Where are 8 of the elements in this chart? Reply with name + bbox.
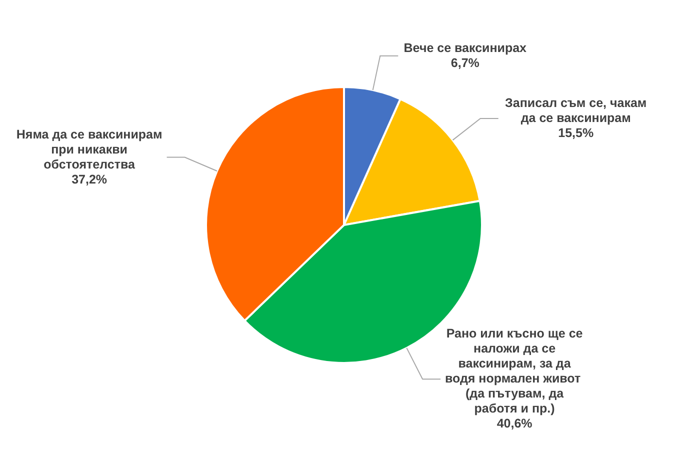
data-label: 6,7% [450,56,480,70]
data-label: 15,5% [558,126,594,140]
slice-label: Рано или късно ще се наложи да се ваксинирам, за да водя нормален живот (да пътувам, да работя и пр.) [444,326,584,416]
slice-label: Записал съм се, чакам да се ваксинирам [505,96,647,126]
data-label: 37,2% [72,172,108,186]
slice-label: Няма да се ваксинирам при никакви обстоятелства [16,127,162,172]
slice-label: Вече се ваксинирах [404,40,527,55]
data-label: 40,6% [496,416,532,431]
